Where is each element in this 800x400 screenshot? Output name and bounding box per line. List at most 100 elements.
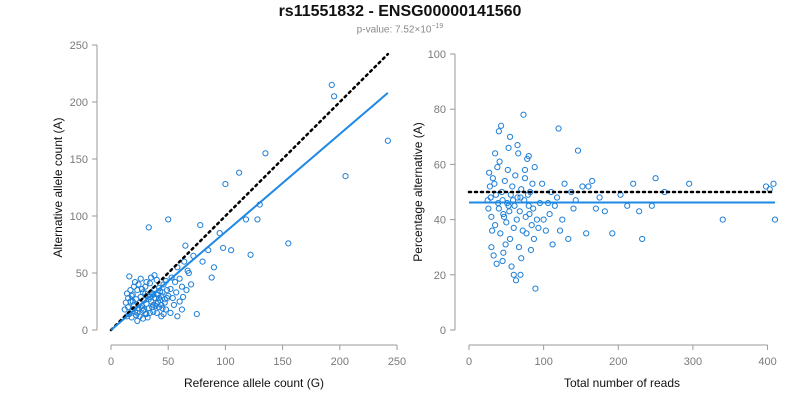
- left-data-point: [153, 309, 160, 316]
- left-data-point: [160, 310, 167, 318]
- left-data-point: [247, 251, 254, 258]
- right-data-point: [510, 224, 517, 231]
- left-data-point: [262, 150, 269, 157]
- left-data-point: [242, 216, 250, 223]
- right-data-point: [515, 244, 523, 251]
- right-data-point: [719, 216, 726, 223]
- left-x-axis-title: Reference allele count (G): [184, 376, 324, 390]
- right-data-point: [528, 222, 535, 229]
- left-data-point: [167, 285, 174, 293]
- right-data-point: [517, 271, 524, 278]
- right-data-point: [520, 111, 527, 118]
- left-data-point: [182, 242, 189, 249]
- right-data-point: [503, 219, 510, 226]
- right-data-point: [515, 150, 522, 157]
- right-data-point: [583, 230, 590, 237]
- left-data-point: [183, 287, 190, 294]
- left-data-point: [127, 287, 134, 294]
- left-y-tick-label: 100: [70, 211, 88, 223]
- left-y-tick-label: 200: [70, 97, 88, 109]
- right-data-point: [553, 194, 561, 201]
- right-data-point: [570, 205, 577, 212]
- right-data-point: [518, 186, 525, 193]
- right-data-point: [511, 202, 518, 209]
- right-data-point: [512, 172, 519, 179]
- right-x-axis-title: Total number of reads: [564, 376, 680, 390]
- left-y-tick-label: 50: [76, 268, 88, 280]
- left-data-point: [222, 180, 229, 188]
- right-data-point: [491, 180, 498, 187]
- right-data-point: [485, 205, 492, 212]
- right-data-point: [546, 210, 553, 218]
- right-data-point: [542, 227, 549, 234]
- left-data-point: [170, 301, 178, 309]
- right-x-tick-label: 300: [684, 356, 702, 368]
- right-data-point: [609, 230, 616, 237]
- left-data-point: [328, 81, 335, 89]
- right-y-tick-label: 0: [440, 325, 446, 337]
- right-y-tick-label: 40: [434, 215, 446, 227]
- right-y-tick-label: 100: [428, 49, 446, 61]
- left-data-point: [149, 304, 156, 311]
- right-data-point: [505, 144, 512, 151]
- left-data-point: [330, 93, 338, 100]
- right-x-tick-label: 100: [534, 356, 552, 368]
- right-data-point: [509, 183, 516, 190]
- right-data-point: [500, 213, 508, 220]
- right-data-point: [630, 180, 637, 187]
- right-data-point: [770, 180, 777, 187]
- right-y-tick-label: 60: [434, 159, 446, 171]
- right-data-point: [499, 257, 506, 265]
- left-data-point: [178, 283, 186, 290]
- left-x-tick-label: 0: [108, 356, 114, 368]
- left-x-tick-label: 50: [162, 356, 174, 368]
- left-data-point: [169, 294, 176, 302]
- right-data-point: [506, 235, 514, 243]
- left-x-tick-label: 100: [216, 356, 234, 368]
- right-data-point: [495, 128, 502, 135]
- right-data-point: [488, 213, 495, 220]
- right-data-point: [561, 180, 568, 187]
- left-data-point: [181, 258, 188, 265]
- right-x-tick-label: 400: [758, 356, 776, 368]
- left-y-tick-label: 0: [82, 325, 88, 337]
- right-data-point: [501, 177, 508, 185]
- left-data-point: [187, 281, 195, 288]
- left-data-point: [134, 317, 141, 324]
- right-data-point: [556, 227, 564, 234]
- left-data-point: [228, 247, 235, 254]
- right-data-point: [497, 230, 504, 237]
- left-data-point: [254, 216, 261, 223]
- right-data-point: [490, 252, 497, 259]
- left-data-point: [129, 298, 136, 305]
- right-data-point: [492, 150, 499, 157]
- right-data-point: [489, 175, 496, 182]
- left-data-point: [138, 305, 145, 312]
- right-data-point: [512, 277, 520, 284]
- left-fit-line: [110, 92, 389, 331]
- right-data-point: [596, 194, 603, 201]
- right-data-point: [506, 133, 514, 140]
- right-data-point: [624, 202, 631, 209]
- right-data-point: [636, 208, 643, 215]
- right-data-point: [500, 210, 507, 218]
- right-data-point: [496, 158, 503, 165]
- left-data-point: [123, 290, 131, 297]
- right-data-point: [531, 164, 538, 171]
- right-data-point: [592, 205, 599, 212]
- right-plot: 0 100 200 300 400 0 20 40 60 80 100 Total number of…: [411, 49, 779, 390]
- right-data-point: [535, 224, 542, 231]
- left-data-point: [137, 275, 144, 282]
- left-data-point: [134, 309, 141, 316]
- left-plot: 0 50 100 150 200 250 0 50 100 150 200 250 Reference …: [51, 40, 406, 390]
- right-data-point: [494, 164, 501, 171]
- right-data-point: [514, 141, 521, 149]
- right-data-point: [497, 122, 505, 129]
- left-data-point: [285, 240, 292, 247]
- right-data-point: [639, 235, 646, 243]
- left-data-point: [176, 298, 183, 305]
- right-data-point: [502, 241, 509, 248]
- right-data-point: [517, 194, 524, 201]
- right-data-point: [589, 177, 596, 185]
- left-data-point: [163, 287, 171, 294]
